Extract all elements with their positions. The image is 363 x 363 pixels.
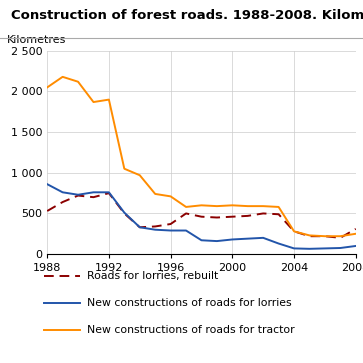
Roads for lorries, rebuilt <box>45 209 49 213</box>
Text: New constructions of roads for tractor: New constructions of roads for tractor <box>87 325 295 335</box>
Roads for lorries, rebuilt <box>184 211 188 216</box>
New constructions of roads for lorries <box>138 225 142 229</box>
New constructions of roads for lorries <box>45 182 49 186</box>
Text: New constructions of roads for lorries: New constructions of roads for lorries <box>87 298 292 308</box>
New constructions of roads for tractor <box>61 75 65 79</box>
Roads for lorries, rebuilt <box>199 215 204 219</box>
New constructions of roads for tractor <box>215 204 219 208</box>
Roads for lorries, rebuilt <box>168 222 173 226</box>
New constructions of roads for tractor <box>323 234 327 238</box>
New constructions of roads for lorries <box>122 211 126 215</box>
New constructions of roads for tractor <box>122 167 126 171</box>
New constructions of roads for lorries <box>168 228 173 233</box>
Roads for lorries, rebuilt <box>107 191 111 195</box>
New constructions of roads for lorries <box>277 241 281 246</box>
New constructions of roads for tractor <box>230 203 234 208</box>
Roads for lorries, rebuilt <box>338 236 343 240</box>
New constructions of roads for tractor <box>277 205 281 209</box>
New constructions of roads for lorries <box>91 190 95 195</box>
Roads for lorries, rebuilt <box>307 234 312 238</box>
New constructions of roads for tractor <box>138 173 142 178</box>
New constructions of roads for lorries <box>76 192 80 197</box>
New constructions of roads for tractor <box>307 233 312 237</box>
Roads for lorries, rebuilt <box>261 211 265 216</box>
New constructions of roads for lorries <box>307 246 312 251</box>
Roads for lorries, rebuilt <box>292 229 296 233</box>
New constructions of roads for tractor <box>338 234 343 238</box>
Text: Construction of forest roads. 1988-2008. Kilometres: Construction of forest roads. 1988-2008.… <box>11 9 363 22</box>
New constructions of roads for tractor <box>292 229 296 233</box>
Line: New constructions of roads for tractor: New constructions of roads for tractor <box>47 77 356 236</box>
New constructions of roads for lorries <box>215 239 219 243</box>
New constructions of roads for tractor <box>199 203 204 208</box>
New constructions of roads for tractor <box>107 97 111 102</box>
New constructions of roads for lorries <box>61 190 65 195</box>
Roads for lorries, rebuilt <box>76 193 80 198</box>
New constructions of roads for tractor <box>168 194 173 199</box>
New constructions of roads for tractor <box>76 79 80 84</box>
New constructions of roads for lorries <box>292 246 296 250</box>
New constructions of roads for tractor <box>153 192 157 196</box>
New constructions of roads for lorries <box>354 244 358 248</box>
New constructions of roads for lorries <box>246 236 250 241</box>
Roads for lorries, rebuilt <box>230 215 234 219</box>
New constructions of roads for tractor <box>91 100 95 104</box>
New constructions of roads for lorries <box>153 228 157 232</box>
Text: Kilometres: Kilometres <box>7 34 66 45</box>
New constructions of roads for tractor <box>354 232 358 236</box>
New constructions of roads for lorries <box>230 237 234 242</box>
New constructions of roads for lorries <box>184 228 188 233</box>
New constructions of roads for lorries <box>323 246 327 250</box>
New constructions of roads for lorries <box>199 238 204 242</box>
Roads for lorries, rebuilt <box>61 200 65 204</box>
Roads for lorries, rebuilt <box>354 227 358 231</box>
Roads for lorries, rebuilt <box>246 214 250 218</box>
New constructions of roads for tractor <box>184 205 188 209</box>
Roads for lorries, rebuilt <box>91 195 95 199</box>
New constructions of roads for tractor <box>246 204 250 208</box>
Roads for lorries, rebuilt <box>153 224 157 229</box>
New constructions of roads for lorries <box>261 236 265 240</box>
Roads for lorries, rebuilt <box>138 225 142 229</box>
Roads for lorries, rebuilt <box>122 211 126 216</box>
New constructions of roads for lorries <box>338 246 343 250</box>
New constructions of roads for tractor <box>261 204 265 208</box>
New constructions of roads for lorries <box>107 190 111 195</box>
Line: Roads for lorries, rebuilt: Roads for lorries, rebuilt <box>47 193 356 238</box>
Roads for lorries, rebuilt <box>215 215 219 220</box>
New constructions of roads for tractor <box>45 85 49 90</box>
Line: New constructions of roads for lorries: New constructions of roads for lorries <box>47 184 356 249</box>
Roads for lorries, rebuilt <box>277 212 281 216</box>
Text: Roads for lorries, rebuilt: Roads for lorries, rebuilt <box>87 271 219 281</box>
Roads for lorries, rebuilt <box>323 234 327 238</box>
